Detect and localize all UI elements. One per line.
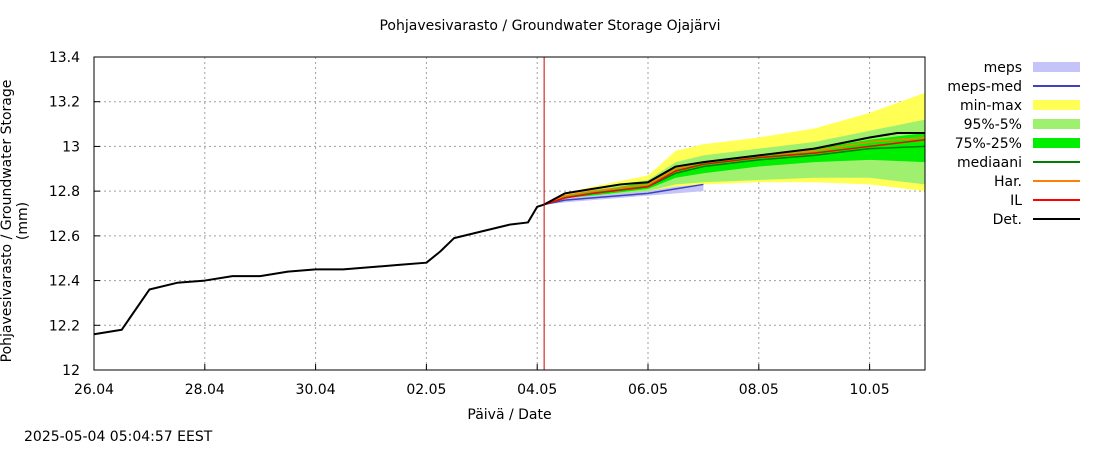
y-tick-label: 13 xyxy=(62,139,80,155)
x-axis-label: Päivä / Date xyxy=(467,407,552,423)
x-tick-label: 08.05 xyxy=(739,382,779,398)
x-tick-label: 04.05 xyxy=(517,382,557,398)
series-line-meps-med xyxy=(543,183,704,206)
legend-swatch xyxy=(1033,62,1080,72)
y-tick-label: 12.4 xyxy=(49,274,80,290)
y-tick-label: 12.8 xyxy=(49,184,80,200)
band-meps xyxy=(544,184,704,205)
timestamp: 2025-05-04 05:04:57 EEST xyxy=(24,429,213,445)
y-tick-label: 12 xyxy=(62,363,80,379)
x-tick-label: 06.05 xyxy=(628,382,668,398)
legend-label: min-max xyxy=(960,98,1022,114)
legend-label: meps-med xyxy=(947,79,1022,95)
legend-label: 95%-5% xyxy=(964,117,1022,133)
legend-label: meps xyxy=(984,60,1022,76)
series-line-har- xyxy=(543,136,926,206)
x-tick-label: 28.04 xyxy=(185,382,225,398)
legend-swatch xyxy=(1033,119,1080,129)
x-tick-label: 30.04 xyxy=(296,382,336,398)
y-tick-label: 12.6 xyxy=(49,229,80,245)
series-line-det- xyxy=(93,132,925,336)
y-tick-label: 13.4 xyxy=(49,50,80,66)
legend-label: mediaani xyxy=(957,155,1022,171)
plot-frame xyxy=(93,56,926,371)
series-line-il xyxy=(543,138,926,206)
x-tick-label: 10.05 xyxy=(850,382,890,398)
legend-label: Det. xyxy=(993,212,1022,228)
legend-swatch xyxy=(1033,138,1080,148)
y-tick-label: 12.2 xyxy=(49,318,80,334)
y-tick-label: 13.2 xyxy=(49,95,80,111)
legend-swatch xyxy=(1033,100,1080,110)
legend-label: IL xyxy=(1010,193,1022,209)
x-tick-label: 26.04 xyxy=(74,382,114,398)
legend-label: 75%-25% xyxy=(955,136,1022,152)
x-tick-label: 02.05 xyxy=(406,382,446,398)
legend-label: Har. xyxy=(994,174,1022,190)
chart-title: Pohjavesivarasto / Groundwater Storage O… xyxy=(379,18,721,34)
